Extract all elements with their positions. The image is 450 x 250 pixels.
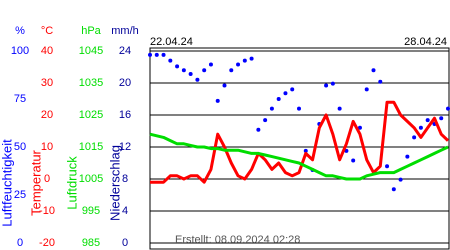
y-tick-label: 30 [41,77,53,89]
data-point [378,79,383,84]
data-point [154,52,159,57]
y-tick-label: 0 [17,237,23,249]
data-point [256,127,261,132]
y-tick-label: 16 [119,109,131,121]
y-tick-label: 985 [82,237,100,249]
data-point [385,164,390,169]
y-tick-label: 1015 [79,141,103,153]
data-point [188,72,193,77]
data-point [324,83,329,88]
data-point [364,87,369,92]
y-tick-label: 8 [122,173,128,185]
data-point [418,125,423,130]
axis-title: Temperatur [28,149,43,215]
data-point [446,106,450,111]
y-tick-label: 1045 [79,45,103,57]
axis-title: Luftfeuchtigkeit [0,139,14,227]
y-tick-label: 100 [11,45,29,57]
data-point [290,87,295,92]
y-tick-label: 1035 [79,77,103,89]
axis-title: Niederschlag [107,145,122,221]
data-point [175,64,180,69]
axis-unit: mm/h [111,25,139,37]
data-point [371,68,376,73]
data-point [202,68,207,73]
data-line [150,100,450,184]
data-point [357,125,362,130]
data-point [303,148,308,153]
data-point [161,52,166,57]
y-tick-label: 1025 [79,109,103,121]
data-point [236,62,241,67]
footer: Erstellt: 08.09.2024 02:28 [175,234,300,246]
data-point [425,118,430,123]
y-tick-label: 24 [119,45,131,57]
y-tick-label: 995 [82,205,100,217]
data-line [149,132,449,181]
data-point [337,106,342,111]
data-point [249,56,254,61]
data-point [242,58,247,63]
data-point [276,97,281,101]
data-point [269,106,274,111]
data-point [263,118,268,123]
y-tick-label: 75 [14,93,26,105]
axis-unit: hPa [81,25,101,37]
y-tick-label: 40 [41,45,53,57]
data-point [195,77,200,82]
data-point [168,58,173,63]
axis-title: Luftdruck [64,156,79,210]
data-point [297,106,301,111]
data-point [283,91,288,96]
y-tick-label: 12 [119,141,131,153]
data-point [148,52,152,57]
data-point [398,177,403,182]
end-date: 28.04.24 [404,36,447,48]
data-point [229,68,234,73]
start-date: 22.04.24 [150,36,193,48]
y-tick-label: 0 [122,237,128,249]
data-point [412,135,417,140]
data-point [391,187,396,192]
y-tick-label: 10 [41,141,53,153]
y-tick-label: 25 [14,189,26,201]
axis-unit: °C [41,25,53,37]
y-tick-label: 1005 [79,173,103,185]
y-tick-label: 50 [14,141,26,153]
data-point [405,154,410,159]
y-tick-label: 4 [122,205,128,217]
y-tick-label: 20 [119,77,131,89]
y-tick-label: 0 [44,173,50,185]
y-tick-label: 20 [41,109,53,121]
axis-unit: % [15,25,25,37]
data-point [208,62,213,67]
data-point [215,98,220,103]
data-point [330,81,335,86]
data-point [181,68,186,73]
y-tick-label: -10 [39,205,55,217]
data-point [222,83,227,88]
data-point [439,116,444,121]
plot-frame [149,47,450,250]
y-tick-label: -20 [39,237,55,249]
data-point [351,158,356,163]
